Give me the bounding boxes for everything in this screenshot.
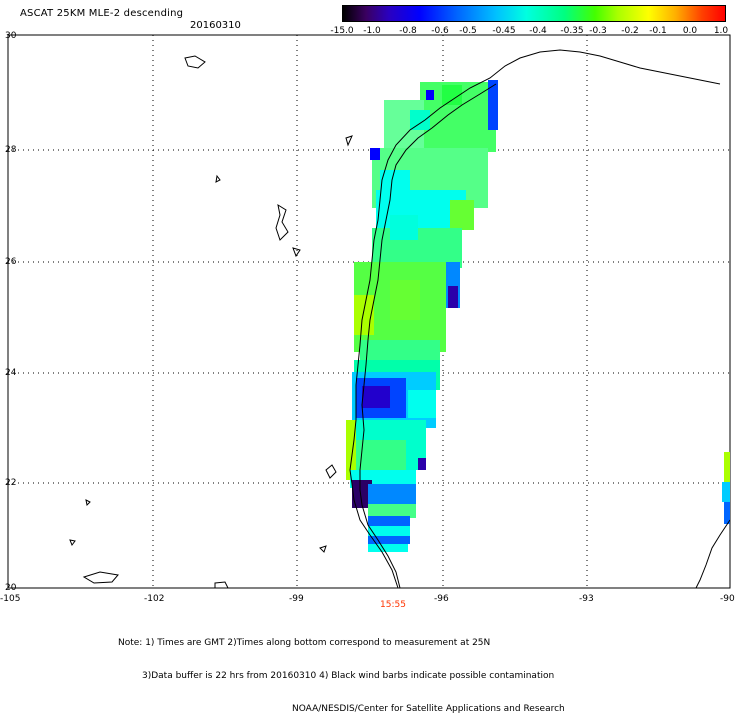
colorbar-label: -0.4 — [529, 26, 547, 36]
colorbar-label: -0.5 — [459, 26, 477, 36]
colorbar-label: -0.1 — [649, 26, 667, 36]
footnotes: Note: 1) Times are GMT 2)Times along bot… — [118, 616, 565, 726]
lon-label-93: -93 — [579, 594, 594, 604]
lat-label-26: 26 — [5, 257, 17, 267]
colorbar-label: 1.0 — [713, 26, 729, 36]
note-line-2: 3)Data buffer is 22 hrs from 20160310 4)… — [142, 671, 555, 681]
colorbar-label: -1.0 — [363, 26, 381, 36]
lat-label-22: 22 — [5, 478, 16, 488]
colorbar-label: -15.0 — [330, 26, 354, 36]
note-line-1: Note: 1) Times are GMT 2)Times along bot… — [118, 638, 491, 648]
lon-label-96: -96 — [434, 594, 449, 604]
colorbar-label: -0.8 — [399, 26, 417, 36]
note-line-3: NOAA/NESDIS/Center for Satellite Applica… — [292, 704, 565, 714]
lat-label-24: 24 — [5, 368, 17, 378]
map-title: ASCAT 25KM MLE-2 descending — [20, 8, 184, 19]
colorbar-label: -0.45 — [492, 26, 516, 36]
lat-label-20: 20 — [5, 583, 17, 593]
colorbar-labels: -15.0 -1.0 -0.8 -0.6 -0.5 -0.45 -0.4 -0.… — [330, 26, 732, 40]
lon-label-102: -102 — [144, 594, 164, 604]
colorbar-label: 0.0 — [682, 26, 698, 36]
map-canvas: 30 28 26 24 22 20 -105 -102 -99 -96 -93 … — [0, 31, 735, 604]
colorbar-label: -0.35 — [560, 26, 584, 36]
lon-label-99: -99 — [289, 594, 304, 604]
lat-label-30: 30 — [5, 31, 17, 41]
coastline — [69, 49, 731, 589]
lon-label-105: -105 — [0, 594, 20, 604]
colorbar-label: -0.2 — [621, 26, 639, 36]
map-date: 20160310 — [190, 20, 241, 31]
colorbar — [342, 5, 726, 22]
colorbar-label: -0.3 — [589, 26, 607, 36]
wind-swath — [346, 80, 730, 552]
lat-label-28: 28 — [5, 145, 17, 155]
time-label: 15:55 — [380, 600, 406, 610]
colorbar-label: -0.6 — [431, 26, 449, 36]
lon-label-90: -90 — [720, 594, 735, 604]
